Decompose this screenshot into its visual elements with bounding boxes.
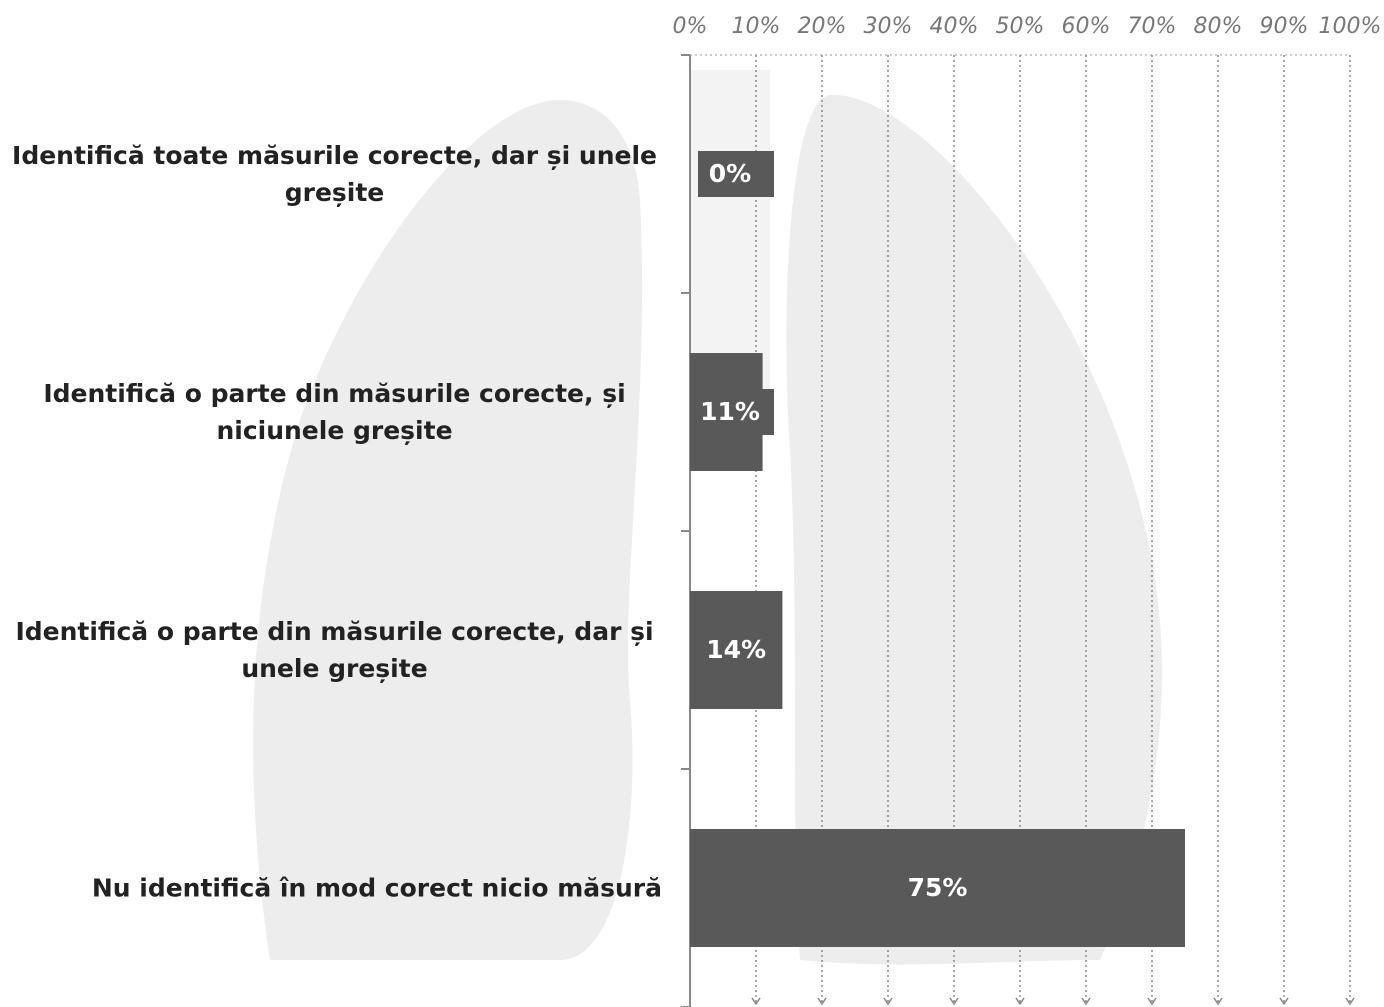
- x-tick-label: 20%: [798, 14, 847, 39]
- x-tick-label: 10%: [732, 14, 781, 39]
- grid-arrow: [883, 997, 893, 1006]
- category-label: Identifică o parte din măsurile corecte,…: [43, 379, 626, 445]
- x-tick-label: 90%: [1260, 14, 1309, 39]
- value-label-background: [698, 389, 774, 435]
- grid-arrow: [751, 997, 761, 1006]
- bar: [690, 591, 783, 709]
- category-label: Identifică o parte din măsurile corecte,…: [15, 617, 654, 683]
- x-tick-label: 100%: [1319, 14, 1382, 39]
- value-label-background: [698, 151, 774, 197]
- x-tick-label: 60%: [1062, 14, 1111, 39]
- x-tick-label: 40%: [930, 14, 979, 39]
- grid-arrow: [1213, 997, 1223, 1006]
- category-label: Nu identifică în mod corect nicio măsură: [91, 873, 662, 903]
- grid-arrow: [1147, 997, 1157, 1006]
- x-tick-label: 30%: [864, 14, 913, 39]
- grid-arrow: [817, 997, 827, 1006]
- x-tick-label: 50%: [996, 14, 1045, 39]
- grid-arrow: [1015, 997, 1025, 1006]
- value-label: 14%: [706, 635, 766, 664]
- grid-arrow: [949, 997, 959, 1006]
- x-tick-label: 80%: [1194, 14, 1243, 39]
- category-label: Identifică toate măsurile corecte, dar ș…: [12, 141, 657, 207]
- value-label: 0%: [709, 159, 751, 188]
- x-tick-label: 70%: [1128, 14, 1177, 39]
- value-label: 11%: [700, 397, 760, 426]
- x-tick-label: 0%: [673, 14, 708, 39]
- value-label: 75%: [908, 873, 968, 902]
- bar: [690, 829, 1185, 947]
- grid-arrow: [1345, 997, 1355, 1006]
- grid-arrow: [1279, 997, 1289, 1006]
- grid-arrow: [1081, 997, 1091, 1006]
